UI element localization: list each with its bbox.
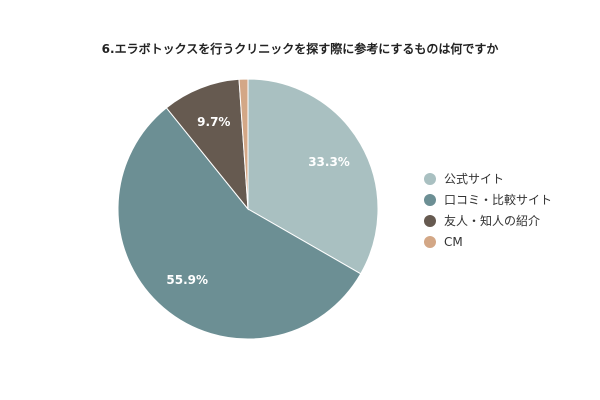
legend-swatch-review-site <box>424 193 436 206</box>
legend-swatch-referral <box>424 214 436 227</box>
pie-slices <box>117 78 379 340</box>
pie-slice-label-2: 9.7% <box>197 115 230 129</box>
legend-label: 友人・知人の紹介 <box>444 214 541 228</box>
legend-item[interactable]: 友人・知人の紹介 <box>424 210 552 231</box>
pie-slice-2[interactable] <box>165 78 249 211</box>
legend-item[interactable]: 公式サイト <box>424 168 552 189</box>
legend-label: 口コミ・比較サイト <box>444 193 553 207</box>
pie-slice-3[interactable] <box>238 78 249 210</box>
pie-labels: 33.3% 55.9% 9.7% <box>166 115 349 287</box>
pie-slice-label-0: 33.3% <box>308 155 350 169</box>
chart-title: 6.エラボトックスを行うクリニックを探す際に参考にするものは何ですか <box>101 42 499 56</box>
legend-swatch-cm <box>424 235 436 248</box>
legend: 公式サイト 口コミ・比較サイト 友人・知人の紹介 CM <box>424 168 552 252</box>
legend-item[interactable]: CM <box>424 231 552 252</box>
legend-swatch-official-site <box>424 172 436 185</box>
pie-slice-label-1: 55.9% <box>166 273 208 287</box>
pie-slice-1[interactable] <box>117 107 362 340</box>
legend-label: CM <box>444 234 463 249</box>
legend-label: 公式サイト <box>444 172 505 186</box>
legend-item[interactable]: 口コミ・比較サイト <box>424 189 552 210</box>
pie-slice-0[interactable] <box>247 78 379 275</box>
